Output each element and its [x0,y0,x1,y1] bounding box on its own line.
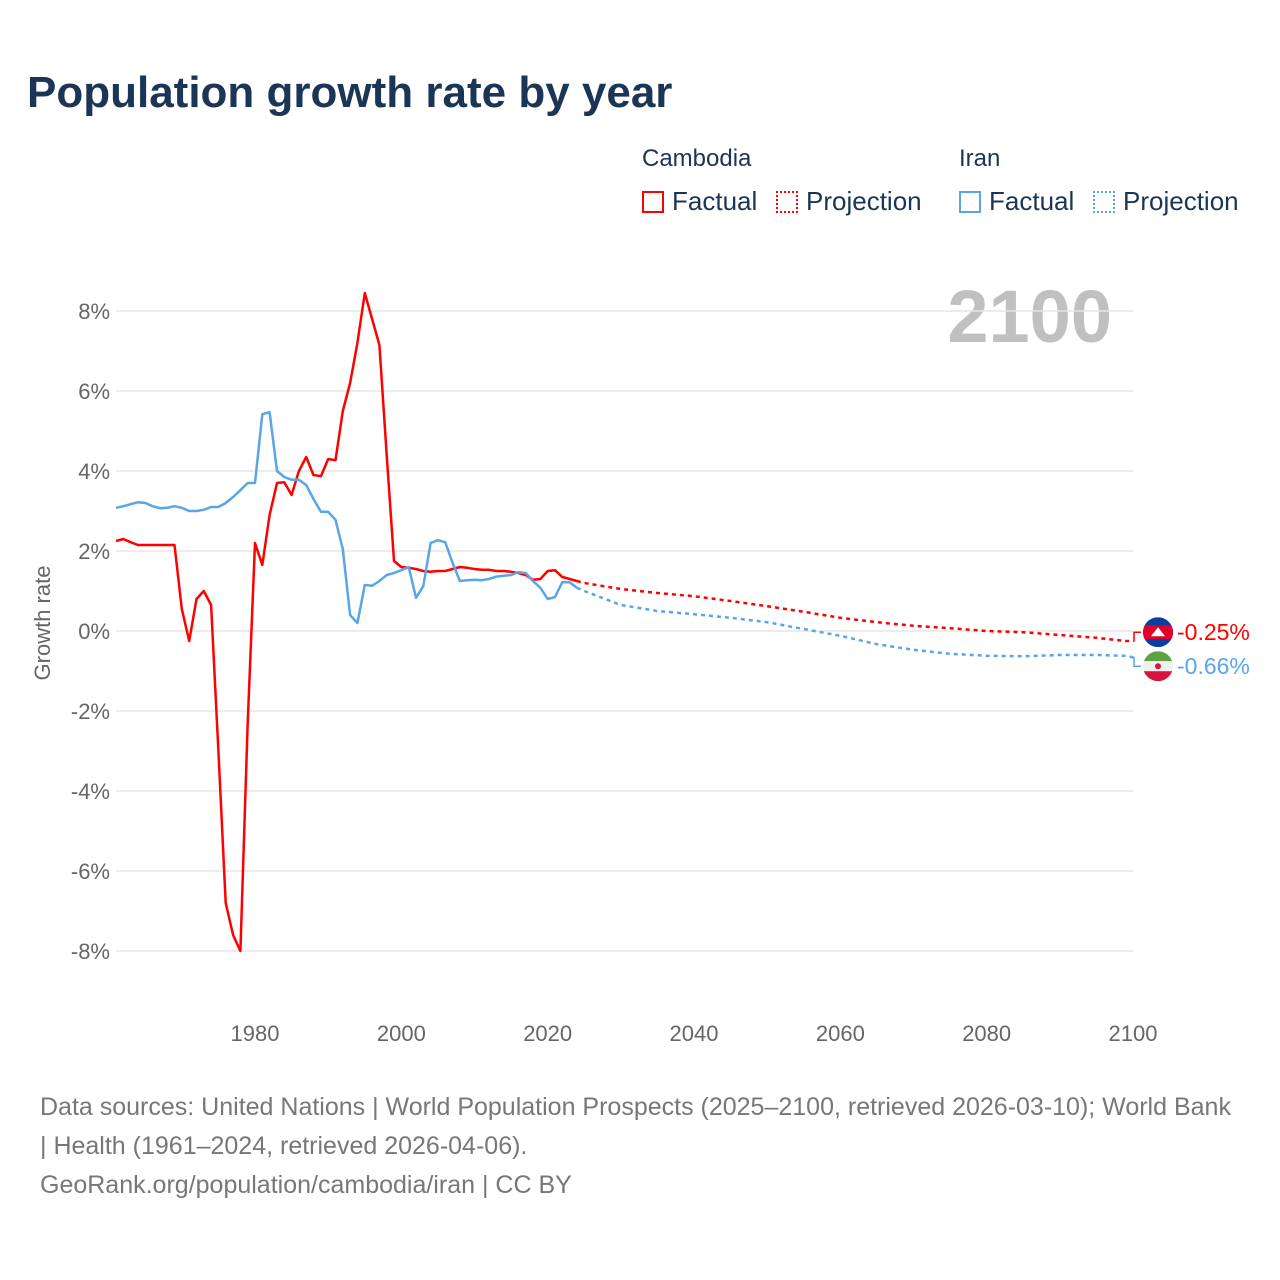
flag-cambodia-icon [1143,617,1173,648]
factual-line-cambodia [115,291,578,953]
projection-line-iran [576,586,1134,659]
end-connector-cambodia [1133,631,1141,642]
legend-label: Factual [989,186,1075,216]
x-tick-label: 2060 [816,1021,865,1046]
legend-label: Projection [806,186,922,216]
y-tick-label: -8% [71,939,110,964]
y-tick-label: 8% [78,299,110,324]
legend-iran-projection[interactable]: Projection [1093,186,1239,217]
year-watermark: 2100 [947,275,1112,358]
y-tick-label: 0% [78,619,110,644]
x-tick-label: 1980 [231,1021,280,1046]
footer-attribution[interactable]: GeoRank.org/population/cambodia/iran | C… [40,1171,572,1199]
flag-emblem [1155,663,1161,670]
x-tick-label: 2100 [1109,1021,1158,1046]
y-tick-label: -2% [71,699,110,724]
x-tick-label: 2000 [377,1021,426,1046]
flag-temple [1151,627,1165,637]
legend-cambodia-factual[interactable]: Factual [642,186,757,217]
legend-label: Factual [672,186,758,216]
flag-band [1143,651,1173,662]
legend-swatch-dotted [776,190,798,213]
flag-body [1143,617,1173,648]
legend-group-iran: Iran [959,145,1001,172]
end-connector-iran [1133,656,1141,667]
y-tick-label: -6% [71,859,110,884]
footer-sources: Data sources: United Nations | World Pop… [40,1093,1231,1160]
y-axis-label: Growth rate [30,566,55,681]
chart-title: Population growth rate by year [27,68,673,117]
end-value-label-iran: -0.66% [1177,653,1250,679]
legend-label: Projection [1123,186,1239,216]
x-tick-label: 2020 [523,1021,572,1046]
end-value-label-cambodia: -0.25% [1177,619,1250,645]
legend-iran-factual[interactable]: Factual [959,186,1074,217]
factual-line-iran [115,410,578,625]
footer: Data sources: United Nations | World Pop… [40,1088,1240,1205]
legend-swatch-dotted [1093,190,1115,213]
plot-area: 2100 -8% -6% -4% -2% 0% 2% 4% 6% 8% 1980 2000 2020 2… [30,275,1250,1046]
y-tick-label: 6% [78,379,110,404]
flag-band [1143,671,1173,682]
x-tick-label: 2080 [962,1021,1011,1046]
projection-line-cambodia [576,579,1133,643]
x-tick-label: 2040 [670,1021,719,1046]
legend-cambodia-projection[interactable]: Projection [776,186,922,217]
legend-swatch-solid [959,190,981,213]
legend-swatch-solid [642,190,664,213]
flag-body [1143,651,1173,682]
legend-group-cambodia: Cambodia [642,145,752,172]
y-tick-label: 4% [78,459,110,484]
y-tick-label: 2% [78,539,110,564]
flag-iran-icon [1143,651,1173,682]
y-tick-label: -4% [71,779,110,804]
